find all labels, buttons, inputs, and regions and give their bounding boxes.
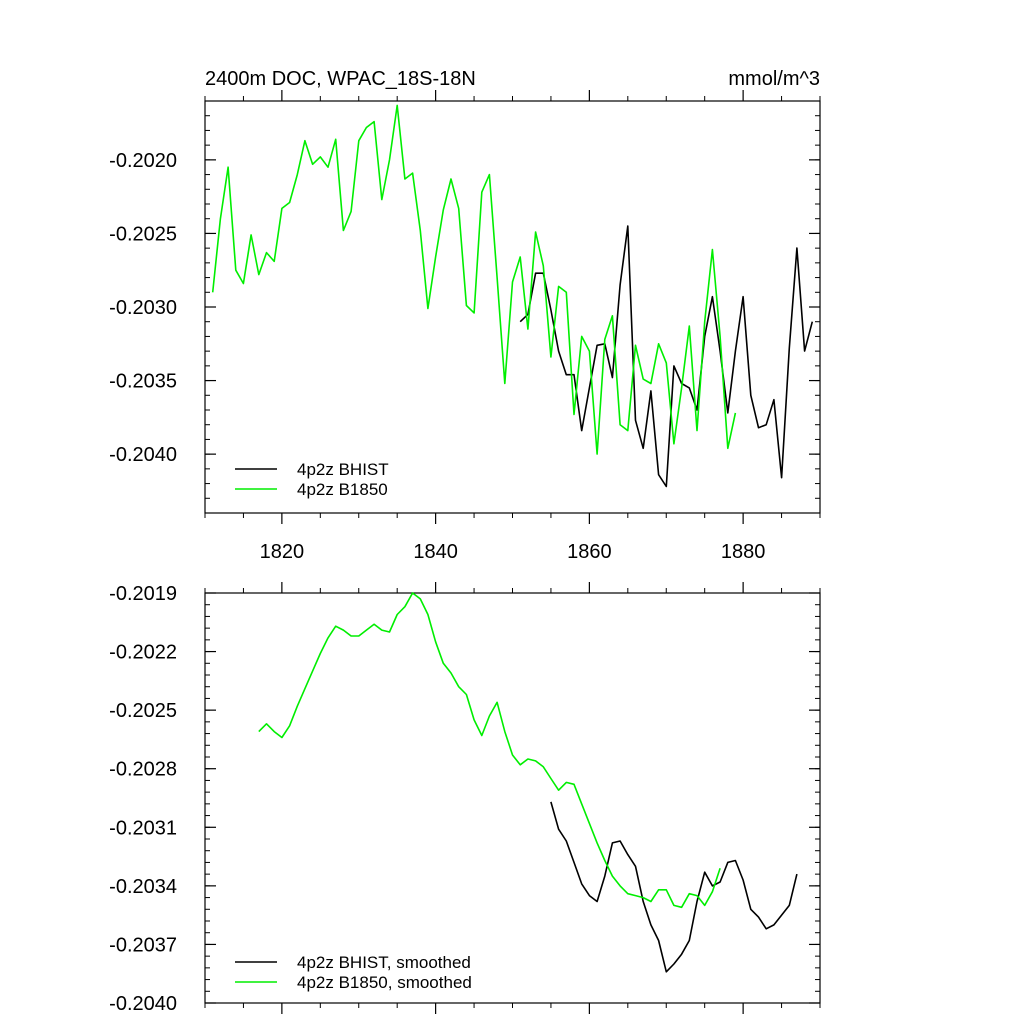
bottom-y-tick-label: -0.2040 (109, 993, 177, 1015)
top-chart-title: 2400m DOC, WPAC_18S-18N (205, 68, 476, 90)
bottom-y-tick-label: -0.2037 (109, 934, 177, 956)
bottom-y-tick-label: -0.2031 (109, 817, 177, 839)
bottom-legend-label-bhist: 4p2z BHIST, smoothed (297, 953, 471, 972)
top-y-tick-label: -0.2035 (109, 371, 177, 393)
bottom-legend: 4p2z BHIST, smoothed 4p2z B1850, smoothe… (235, 953, 472, 992)
bottom-y-tick-label: -0.2022 (109, 642, 177, 664)
bottom-ticks: -0.2019 -0.2022 -0.2025 -0.2028 -0.2031 -0.20… (109, 582, 821, 1015)
top-x-tick-label: 1880 (721, 541, 766, 563)
bottom-series-line-bhist (550, 801, 798, 973)
top-legend-label-b1850: 4p2z B1850 (297, 480, 388, 499)
top-y-tick-label: -0.2025 (109, 223, 177, 245)
top-series-line-b1850 (211, 104, 737, 455)
bottom-y-tick-label: -0.2034 (109, 876, 177, 898)
top-series-line-bhist (519, 225, 814, 488)
bottom-y-tick-label: -0.2028 (109, 759, 177, 781)
bottom-panel: -0.2019 -0.2022 -0.2025 -0.2028 -0.2031 -0.20… (109, 582, 821, 1015)
top-x-tick-label: 1860 (567, 541, 612, 563)
bottom-series-line-b1850 (258, 592, 721, 909)
top-legend-label-bhist: 4p2z BHIST (297, 460, 389, 479)
top-y-tick-label: -0.2040 (109, 444, 177, 466)
top-x-tick-label: 1820 (260, 541, 305, 563)
top-series-lines (211, 104, 814, 488)
bottom-plot-frame (204, 592, 821, 1004)
top-x-tick-label: 1840 (413, 541, 458, 563)
bottom-y-tick-label: -0.2025 (109, 700, 177, 722)
top-ticks: -0.2020 -0.2025 -0.2030 -0.2035 -0.2040 1820 1… (109, 90, 821, 563)
top-panel: 2400m DOC, WPAC_18S-18N mmol/m^3 -0.2020… (109, 68, 821, 563)
bottom-y-tick-label: -0.2019 (109, 583, 177, 605)
top-y-tick-label: -0.2020 (109, 150, 177, 172)
top-plot-frame (204, 100, 821, 514)
top-units-label: mmol/m^3 (728, 68, 820, 90)
bottom-series-lines (258, 592, 798, 973)
top-y-tick-label: -0.2030 (109, 297, 177, 319)
top-legend: 4p2z BHIST 4p2z B1850 (235, 460, 389, 499)
bottom-legend-label-b1850: 4p2z B1850, smoothed (297, 973, 472, 992)
